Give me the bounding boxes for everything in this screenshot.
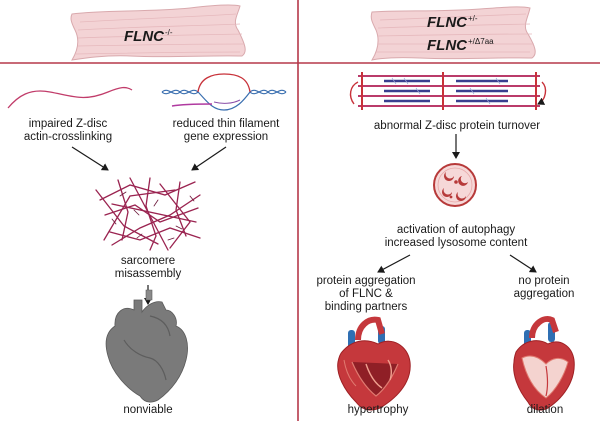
protein-aggregation-label: protein aggregation of FLNC & binding pa… <box>308 275 424 314</box>
gene-label-knockout: FLNC-/- <box>124 28 173 45</box>
arrow-gene-to-sarcomere <box>191 146 227 171</box>
label-line: actin-crosslinking <box>23 131 113 143</box>
genotype-superscript: +/Δ7aa <box>468 37 494 46</box>
gene-label-deletion: FLNC+/Δ7aa <box>427 37 494 54</box>
gene-name: FLNC <box>124 28 164 45</box>
mechanism-thin-filament-label: reduced thin filament gene expression <box>160 118 292 144</box>
arrow-actin-to-sarcomere <box>71 146 109 171</box>
sarcomere-misassembly-icon <box>95 177 201 251</box>
nonviable-heart-icon <box>105 289 188 403</box>
label-line: binding partners <box>324 301 408 313</box>
hypertrophy-heart-icon <box>337 316 411 411</box>
autophagy-label: activation of autophagy increased lysoso… <box>376 224 536 250</box>
sarcomere-misassembly-label: sarcomere misassembly <box>90 255 206 281</box>
sarcomere-band-icon <box>349 72 547 110</box>
gene-name: FLNC <box>427 37 467 54</box>
no-protein-aggregation-label: no protein aggregation <box>500 275 588 301</box>
label-line: aggregation <box>513 288 575 300</box>
muscle-cell-icon-left <box>70 4 246 61</box>
arrow-autophagy-to-no-aggregation <box>509 254 537 273</box>
gene-name: FLNC <box>427 14 467 31</box>
gene-label-heterozygous: FLNC+/- <box>427 14 478 31</box>
label-line: no protein <box>518 275 570 287</box>
label-line: of FLNC & <box>339 288 393 300</box>
dilation-heart-icon <box>513 316 575 411</box>
label-line: increased lysosome content <box>384 237 528 249</box>
nonviable-label: nonviable <box>123 404 173 416</box>
arrow-autophagy-to-aggregation <box>377 254 411 273</box>
lysosome-icon <box>433 163 477 207</box>
z-disc-turnover-label: abnormal Z-disc protein turnover <box>373 120 541 132</box>
label-line: impaired Z-disc <box>28 118 108 130</box>
mechanism-z-disc-label: impaired Z-disc actin-crosslinking <box>10 118 126 144</box>
label-line: activation of autophagy <box>396 224 516 236</box>
genotype-superscript: -/- <box>165 28 173 37</box>
genotype-superscript: +/- <box>468 14 478 23</box>
dna-transcription-icon <box>161 73 287 111</box>
muscle-cell-icon-right <box>370 6 536 61</box>
label-line: misassembly <box>114 268 182 280</box>
actin-filament-icon <box>7 86 133 109</box>
hypertrophy-label: hypertrophy <box>347 404 409 416</box>
label-line: reduced thin filament <box>172 118 280 130</box>
label-line: gene expression <box>183 131 269 143</box>
label-line: protein aggregation <box>316 275 416 287</box>
dilation-label: dilation <box>526 404 564 416</box>
label-line: sarcomere <box>120 255 176 267</box>
